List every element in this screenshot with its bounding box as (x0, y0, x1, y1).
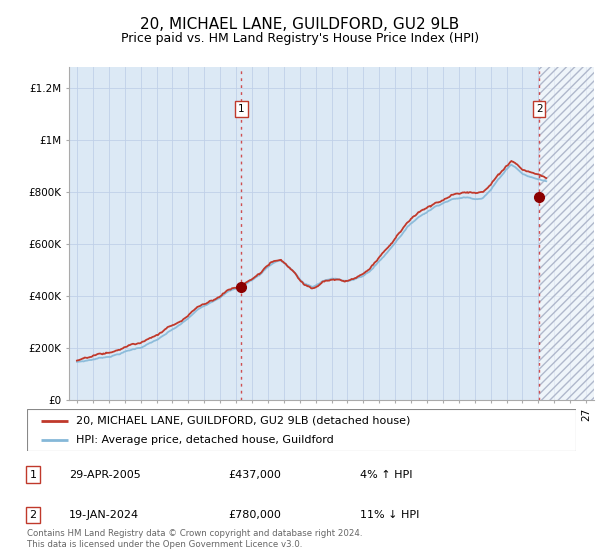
Text: 1: 1 (29, 470, 37, 479)
Text: Price paid vs. HM Land Registry's House Price Index (HPI): Price paid vs. HM Land Registry's House … (121, 32, 479, 45)
Text: 29-APR-2005: 29-APR-2005 (69, 470, 141, 479)
Text: £780,000: £780,000 (228, 510, 281, 520)
Bar (539, 67, 594, 400)
Text: 4% ↑ HPI: 4% ↑ HPI (360, 470, 413, 479)
Bar (539, 67, 594, 400)
Text: 1: 1 (238, 104, 245, 114)
Text: 19-JAN-2024: 19-JAN-2024 (69, 510, 139, 520)
Text: £437,000: £437,000 (228, 470, 281, 479)
Text: 20, MICHAEL LANE, GUILDFORD, GU2 9LB (detached house): 20, MICHAEL LANE, GUILDFORD, GU2 9LB (de… (76, 416, 411, 426)
Text: 2: 2 (29, 510, 37, 520)
Text: Contains HM Land Registry data © Crown copyright and database right 2024.
This d: Contains HM Land Registry data © Crown c… (27, 529, 362, 549)
Text: 20, MICHAEL LANE, GUILDFORD, GU2 9LB: 20, MICHAEL LANE, GUILDFORD, GU2 9LB (140, 17, 460, 32)
Text: 11% ↓ HPI: 11% ↓ HPI (360, 510, 419, 520)
Text: 2: 2 (536, 104, 542, 114)
Text: HPI: Average price, detached house, Guildford: HPI: Average price, detached house, Guil… (76, 435, 334, 445)
